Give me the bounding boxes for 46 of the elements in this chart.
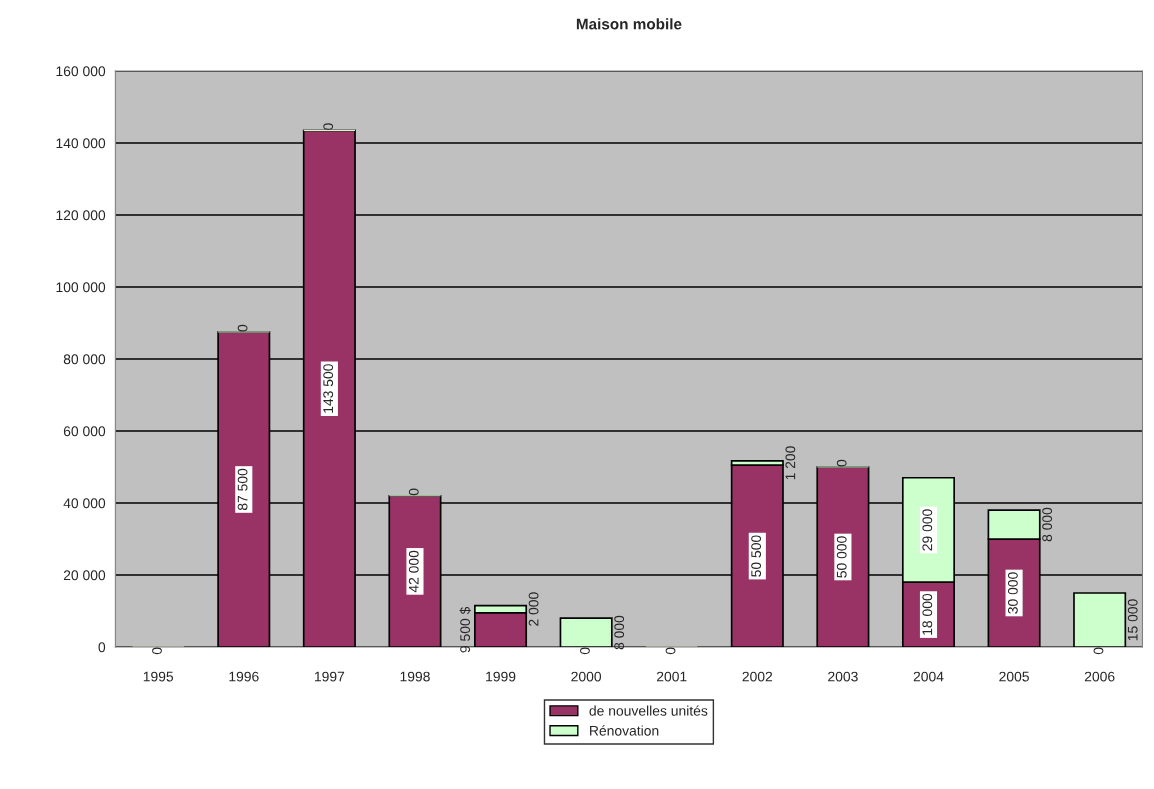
- y-tick-label: 100 000: [56, 282, 106, 293]
- data-label: 2 000: [528, 592, 539, 626]
- x-tick-label: 1997: [314, 671, 345, 682]
- y-tick-label: 0: [98, 642, 106, 653]
- y-tick-label: 40 000: [63, 498, 106, 509]
- data-label: 0: [1093, 647, 1104, 655]
- data-label: 8 000: [614, 615, 625, 650]
- data-label: 0: [836, 459, 847, 467]
- data-label: 0: [323, 123, 334, 130]
- x-tick-label: 2005: [999, 671, 1029, 682]
- data-label: 0: [665, 647, 676, 655]
- x-tick-label: 1999: [486, 671, 516, 682]
- legend-label: de nouvelles unités: [589, 705, 708, 716]
- data-label: 0: [580, 647, 590, 655]
- x-tick-label: 2002: [742, 671, 773, 682]
- x-tick-label: 2003: [828, 671, 858, 682]
- data-label: 50 000: [836, 536, 847, 578]
- data-label: 9 500 $: [459, 606, 471, 653]
- data-label: 50 500: [751, 535, 762, 577]
- data-label: 8 000: [1042, 507, 1053, 542]
- data-label: 18 000: [922, 593, 933, 635]
- x-tick-label: 2004: [913, 671, 944, 682]
- x-tick-label: 2006: [1084, 671, 1115, 682]
- y-tick-label: 160 000: [56, 66, 106, 77]
- x-tick-label: 2001: [656, 671, 687, 682]
- chart-title: Maison mobile: [576, 18, 682, 30]
- y-tick-label: 80 000: [63, 354, 106, 365]
- y-tick-label: 120 000: [56, 210, 106, 221]
- data-label: 0: [237, 324, 248, 332]
- y-tick-label: 60 000: [63, 426, 106, 437]
- legend-label: Rénovation: [590, 725, 659, 736]
- data-label: 30 000: [1007, 572, 1018, 614]
- data-label: 143 500: [323, 364, 334, 413]
- y-tick-label: 20 000: [63, 570, 106, 581]
- data-label: 0: [408, 488, 419, 496]
- data-label: 1 200: [785, 446, 796, 480]
- data-label: 29 000: [922, 509, 933, 551]
- data-label: 0: [152, 647, 162, 655]
- x-tick-label: 1995: [143, 671, 174, 682]
- data-label: 42 000: [408, 550, 419, 593]
- x-tick-label: 2000: [571, 671, 602, 682]
- x-tick-label: 1996: [229, 671, 259, 682]
- data-label: 15 000: [1127, 599, 1138, 641]
- data-label: 87 500: [237, 468, 248, 511]
- y-tick-label: 140 000: [56, 138, 106, 149]
- x-tick-label: 1998: [400, 671, 430, 682]
